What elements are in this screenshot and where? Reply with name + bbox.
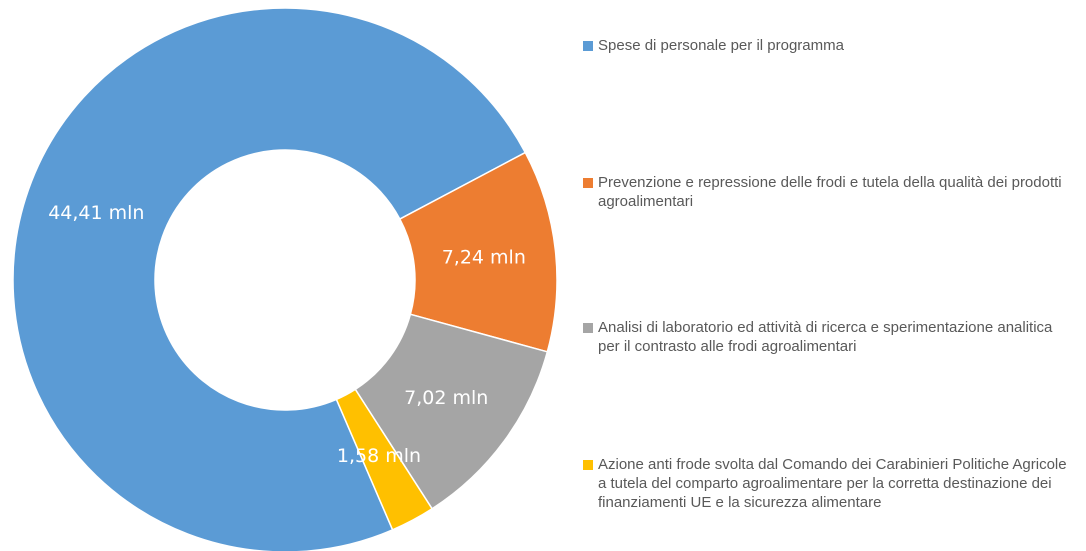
legend-item: Prevenzione e repressione delle frodi e … xyxy=(583,173,1078,211)
slice xyxy=(335,388,434,531)
donut: 44,41 mln 7,24 mln 7,02 mln 1,58 mln xyxy=(12,7,558,551)
value-label: 1,58 mln xyxy=(337,445,421,467)
legend-text: Prevenzione e repressione delle frodi e … xyxy=(598,174,1062,210)
legend-swatch xyxy=(583,460,593,470)
legend-text: Spese di personale per il programma xyxy=(598,37,844,54)
value-label: 7,24 mln xyxy=(442,246,526,268)
legend-text: Azione anti frode svolta dal Comando dei… xyxy=(598,456,1067,511)
legend-item: Spese di personale per il programma xyxy=(583,36,1078,55)
slice xyxy=(12,7,527,551)
value-label: 7,02 mln xyxy=(404,387,488,409)
legend-swatch xyxy=(583,178,593,188)
legend: Spese di personale per il programma Preve… xyxy=(583,0,1078,551)
legend-item: Azione anti frode svolta dal Comando dei… xyxy=(583,455,1078,512)
legend-text: Analisi di laboratorio ed attività di ri… xyxy=(598,319,1053,355)
value-label: 44,41 mln xyxy=(48,202,144,224)
legend-item: Analisi di laboratorio ed attività di ri… xyxy=(583,318,1078,356)
legend-swatch xyxy=(583,41,593,51)
legend-swatch xyxy=(583,323,593,333)
